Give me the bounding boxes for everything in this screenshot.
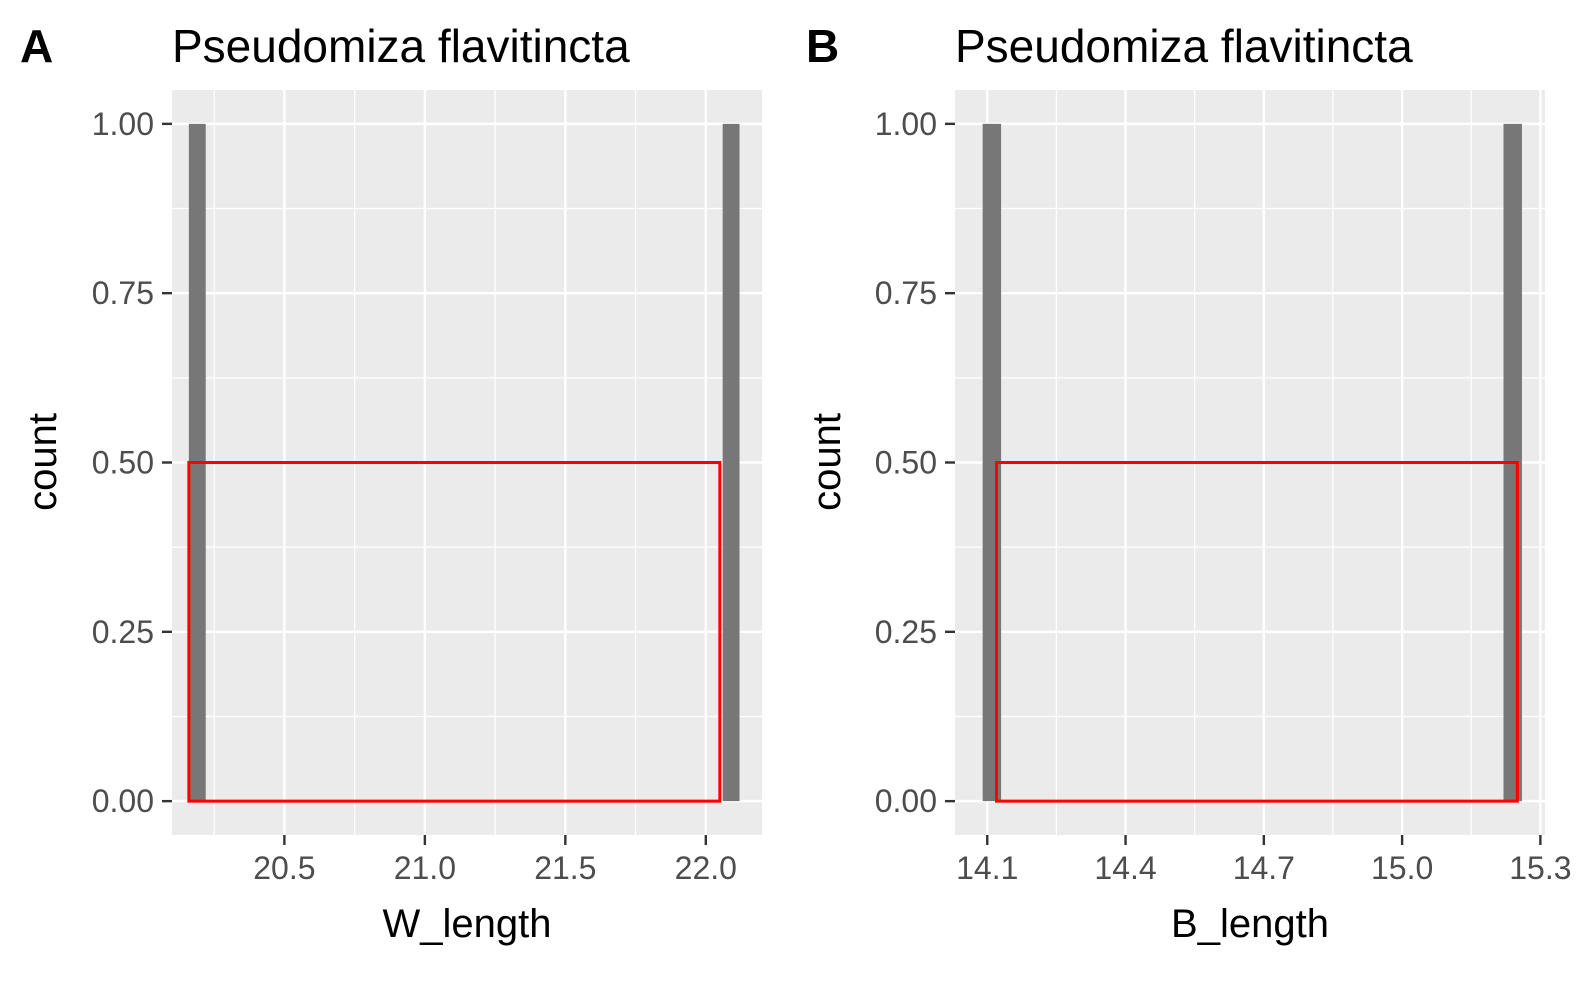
y-tick-label: 1.00 — [875, 106, 937, 142]
panel-a-x-ticks: 20.5 21.0 21.5 22.0 — [253, 835, 737, 886]
panel-a-letter: A — [20, 20, 53, 72]
highlight-box — [187, 461, 722, 803]
histogram-bar — [722, 123, 740, 802]
panel-a-x-axis-title: W_length — [383, 902, 552, 946]
y-tick-label: 0.25 — [875, 614, 937, 650]
y-tick-label: 0.50 — [92, 445, 154, 481]
y-tick-label: 0.00 — [875, 783, 937, 819]
panel-b: B Pseudomiza flavitincta 0.00 0.25 0.50 0.7… — [805, 20, 1572, 946]
x-tick-label: 15.3 — [1509, 850, 1571, 886]
panel-b-highlight — [994, 461, 1519, 803]
panel-b-x-axis-title: B_length — [1171, 902, 1329, 946]
panel-b-x-ticks: 14.1 14.4 14.7 15.0 15.3 — [956, 835, 1572, 886]
panel-a-y-ticks: 0.00 0.25 0.50 0.75 1.00 — [92, 106, 172, 819]
panel-b-y-axis-title: count — [805, 413, 849, 511]
panel-a-y-axis-title: count — [21, 413, 65, 511]
y-tick-label: 0.25 — [92, 614, 154, 650]
y-tick-label: 1.00 — [92, 106, 154, 142]
panel-b-y-ticks: 0.00 0.25 0.50 0.75 1.00 — [875, 106, 955, 819]
x-tick-label: 14.4 — [1094, 850, 1156, 886]
x-tick-label: 14.1 — [956, 850, 1018, 886]
x-tick-label: 21.0 — [394, 850, 456, 886]
x-tick-label: 22.0 — [675, 850, 737, 886]
panel-a-title: Pseudomiza flavitincta — [172, 20, 630, 72]
panel-a-highlight — [187, 461, 722, 803]
panel-b-letter: B — [806, 20, 839, 72]
x-tick-label: 15.0 — [1371, 850, 1433, 886]
y-tick-label: 0.75 — [92, 275, 154, 311]
x-tick-label: 14.7 — [1233, 850, 1295, 886]
highlight-box — [994, 461, 1519, 803]
y-tick-label: 0.75 — [875, 275, 937, 311]
panel-a: A Pseudomiza flavitincta 0.00 0.25 0.50 0.7… — [20, 20, 762, 946]
x-tick-label: 20.5 — [253, 850, 315, 886]
x-tick-label: 21.5 — [534, 850, 596, 886]
y-tick-label: 0.00 — [92, 783, 154, 819]
panel-b-title: Pseudomiza flavitincta — [955, 20, 1413, 72]
y-tick-label: 0.50 — [875, 445, 937, 481]
